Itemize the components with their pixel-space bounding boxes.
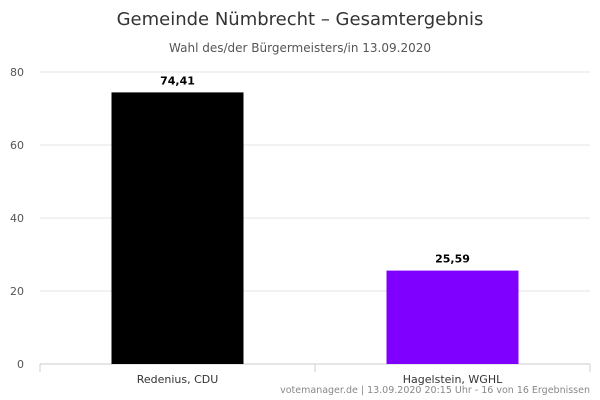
y-tick-label: 80 bbox=[10, 66, 24, 79]
y-tick-label: 40 bbox=[10, 212, 24, 225]
x-category-label: Redenius, CDU bbox=[137, 373, 219, 386]
credits-text[interactable]: votemanager.de | 13.09.2020 20:15 Uhr - … bbox=[280, 385, 590, 396]
y-tick-label: 0 bbox=[17, 358, 24, 371]
chart-subtitle: Wahl des/der Bürgermeisters/in 13.09.202… bbox=[169, 41, 431, 55]
bar-data-label: 74,41 bbox=[160, 74, 195, 87]
chart-title: Gemeinde Nümbrecht – Gesamtergebnis bbox=[117, 9, 484, 30]
bar[interactable] bbox=[386, 270, 519, 364]
bars bbox=[111, 92, 519, 364]
data-labels: 74,41 25,59 bbox=[160, 74, 470, 265]
x-category-label: Hagelstein, WGHL bbox=[403, 373, 503, 386]
category-labels: Redenius, CDU Hagelstein, WGHL bbox=[137, 373, 503, 386]
y-tick-label: 20 bbox=[10, 285, 24, 298]
y-tick-label: 60 bbox=[10, 139, 24, 152]
bar-data-label: 25,59 bbox=[435, 253, 470, 266]
bar[interactable] bbox=[111, 92, 244, 364]
